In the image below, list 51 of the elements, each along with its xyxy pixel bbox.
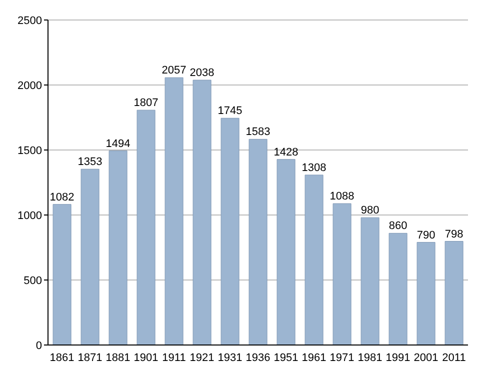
y-tick-label: 1500 xyxy=(18,144,42,157)
x-tick-label: 1991 xyxy=(386,352,410,364)
bar xyxy=(136,110,156,345)
x-tick-label: 2011 xyxy=(442,352,466,364)
bar xyxy=(360,217,380,345)
x-tick-label: 1961 xyxy=(302,352,326,364)
x-tick-label: 1861 xyxy=(50,352,74,364)
data-label: 2057 xyxy=(162,64,186,77)
y-tick-label: 0 xyxy=(36,340,42,352)
bar xyxy=(332,203,352,345)
data-label: 1088 xyxy=(330,190,354,203)
bar xyxy=(248,138,268,345)
data-label: 1353 xyxy=(78,156,102,168)
y-tick-label: 2000 xyxy=(18,80,42,92)
x-tick-label: 2001 xyxy=(414,352,438,364)
data-label: 860 xyxy=(388,220,408,232)
bar xyxy=(80,168,100,345)
x-tick-label: 1911 xyxy=(162,352,186,364)
data-label: 790 xyxy=(416,229,436,242)
bar xyxy=(388,232,408,345)
x-tick-label: 1936 xyxy=(246,352,270,364)
y-tick-label: 1000 xyxy=(18,210,42,222)
data-label: 798 xyxy=(444,228,464,240)
data-label: 980 xyxy=(360,204,380,217)
data-label: 1494 xyxy=(106,138,130,150)
x-tick-label: 1931 xyxy=(218,352,242,364)
bar xyxy=(444,241,464,345)
y-tick-label: 2500 xyxy=(18,14,42,27)
y-tick-label: 500 xyxy=(24,274,42,287)
data-label: 2038 xyxy=(190,67,214,80)
x-tick-label: 1881 xyxy=(106,352,130,364)
bar xyxy=(304,174,324,345)
x-tick-label: 1901 xyxy=(134,352,158,364)
bar xyxy=(220,118,240,345)
bar xyxy=(416,242,436,345)
x-tick-label: 1971 xyxy=(330,352,354,364)
data-label: 1807 xyxy=(134,97,158,110)
x-tick-label: 1871 xyxy=(78,352,102,364)
data-label: 1308 xyxy=(302,162,326,174)
bar xyxy=(108,150,128,345)
data-label: 1745 xyxy=(218,105,242,118)
bar xyxy=(164,77,184,345)
x-tick-label: 1951 xyxy=(274,352,298,364)
data-label: 1082 xyxy=(50,191,74,204)
x-tick-label: 1981 xyxy=(358,352,382,364)
data-label: 1428 xyxy=(274,146,298,158)
data-label: 1583 xyxy=(246,126,270,138)
x-tick-label: 1921 xyxy=(190,352,214,364)
bar xyxy=(192,80,212,345)
bar xyxy=(52,204,72,345)
bar xyxy=(276,159,296,345)
